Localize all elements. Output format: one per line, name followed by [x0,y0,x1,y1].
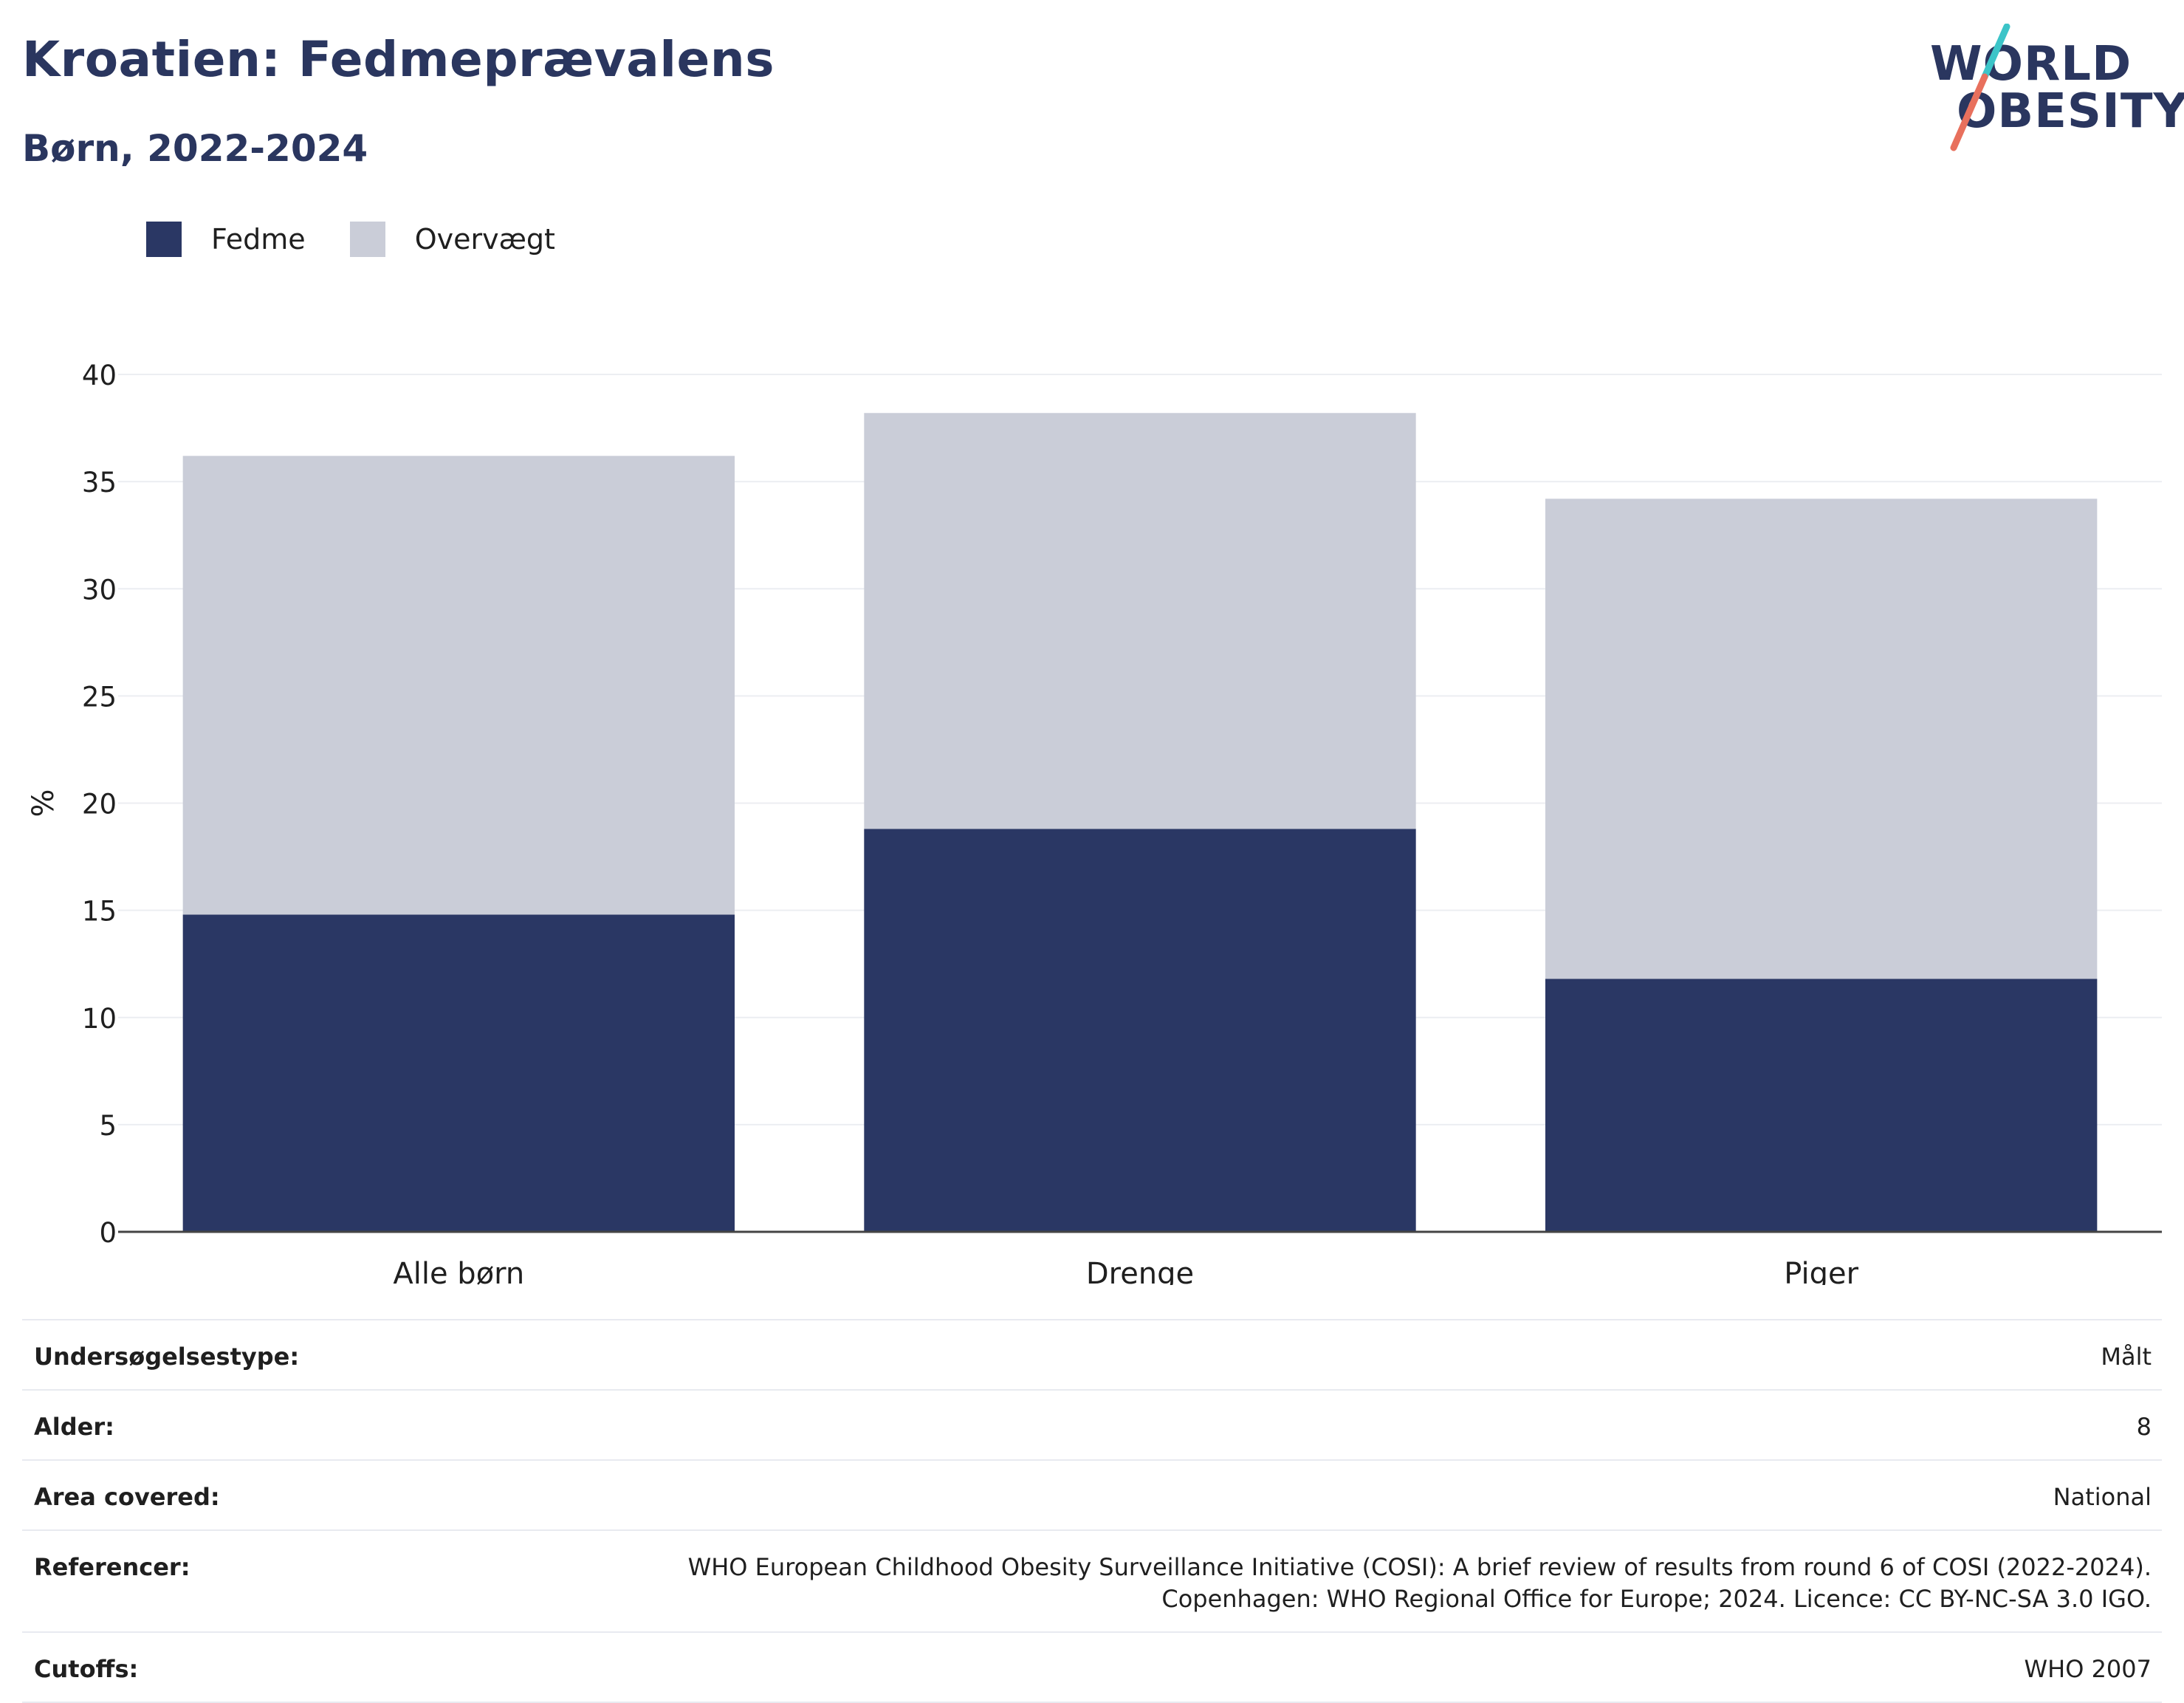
legend-label-overvaegt: Overvægt [414,223,555,256]
y-axis-label: % [27,789,61,817]
info-row-references: Referencer: WHO European Childhood Obesi… [22,1530,2162,1632]
x-tick-label: Drenge [1086,1257,1194,1285]
info-row-age: Alder: 8 [22,1390,2162,1460]
info-value: 8 [487,1390,2162,1460]
x-tick-label: Piger [1784,1257,1858,1285]
chart-subtitle: Børn, 2022-2024 [22,127,368,170]
info-value: WHO 2007 [487,1632,2162,1702]
legend-swatch-overvaegt [349,222,385,257]
y-tick-label: 20 [82,789,117,820]
chart-title: Kroatien: Fedmeprævalens [22,31,775,88]
info-key: Cutoffs: [34,1655,139,1683]
legend-label-fedme: Fedme [211,223,306,256]
chart-legend: Fedme Overvægt [146,220,600,258]
legend-item-overvaegt[interactable]: Overvægt [349,222,555,257]
info-value-line: 8 [2136,1413,2152,1441]
info-row-cutoffs: Cutoffs: WHO 2007 [22,1632,2162,1702]
y-tick-label: 10 [82,1003,117,1035]
info-value-line: National [2053,1483,2152,1511]
y-tick-label: 35 [82,467,117,498]
y-tick-label: 25 [82,681,117,713]
info-value-line: WHO 2007 [2024,1655,2152,1683]
bar-fedme-2 [1545,979,2098,1232]
bar-fedme-1 [864,829,1416,1232]
y-tick-label: 0 [99,1217,117,1249]
info-value: National [487,1460,2162,1530]
logo-slash-icon [1950,24,2010,151]
y-tick-label: 5 [99,1110,117,1142]
x-tick-label: Alle børn [393,1257,524,1285]
info-value-line: Målt [2101,1343,2152,1371]
info-value: WHO European Childhood Obesity Surveilla… [487,1530,2162,1632]
info-row-survey-type: Undersøgelsestype: Målt [22,1320,2162,1390]
legend-item-fedme[interactable]: Fedme [146,222,306,257]
info-value: Målt [487,1320,2162,1390]
logo-text-line1: WORLD [1930,37,2132,92]
bar-overvaegt-1 [864,413,1416,829]
y-tick-label: 15 [82,896,117,928]
y-tick-label: 30 [82,574,117,606]
logo-text-line2: OBESITY [1957,84,2184,139]
bar-overvaegt-2 [1545,498,2098,979]
info-key: Area covered: [34,1483,220,1511]
info-key: Referencer: [34,1553,190,1581]
y-tick-label: 40 [82,360,117,391]
info-key: Undersøgelsestype: [34,1343,300,1371]
info-row-area: Area covered: National [22,1460,2162,1530]
info-value-line: Copenhagen: WHO Regional Office for Euro… [1161,1585,2152,1613]
info-key: Alder: [34,1413,114,1441]
legend-swatch-fedme [146,222,182,257]
info-value-line: WHO European Childhood Obesity Surveilla… [687,1553,2152,1581]
stacked-bar-chart: 0 5 10 15 20 25 30 35 40% Alle børn Drenge Piger [27,360,2162,1285]
bar-overvaegt-0 [182,456,735,915]
bar-fedme-0 [182,914,735,1232]
info-table: Undersøgelsestype: Målt Alder: 8 Area co… [22,1319,2162,1703]
world-obesity-logo: WORLD OBESITY [1927,24,2184,157]
